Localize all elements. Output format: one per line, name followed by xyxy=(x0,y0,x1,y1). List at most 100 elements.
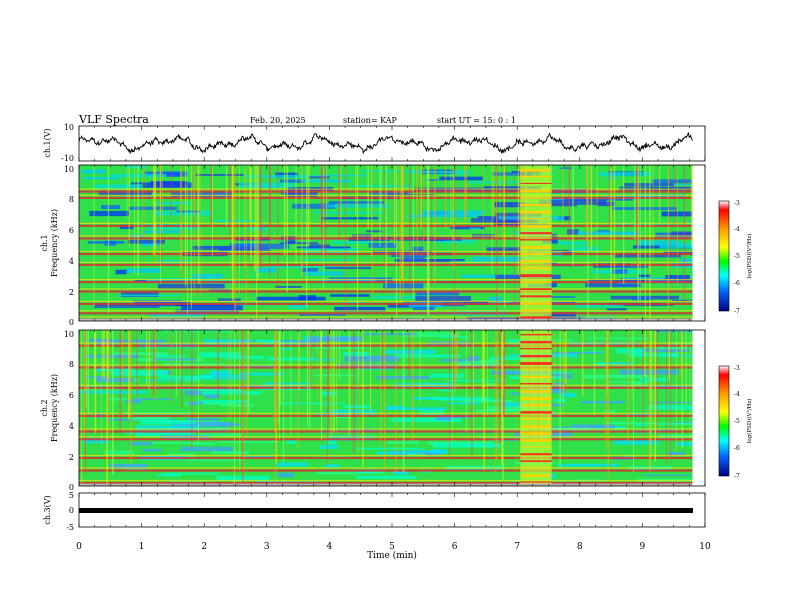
impulse-streak xyxy=(502,165,505,258)
noise-cell xyxy=(275,286,302,288)
noise-cell xyxy=(648,401,702,404)
impulse-streak xyxy=(295,165,297,263)
event-stripe xyxy=(520,211,552,214)
ch1-wave-frame xyxy=(78,125,706,162)
noise-cell xyxy=(280,348,293,350)
event-block xyxy=(520,165,552,321)
noise-cell xyxy=(202,391,262,395)
impulse-streak xyxy=(190,165,192,310)
event-stripe xyxy=(520,390,552,393)
band-line xyxy=(79,386,693,389)
impulse-streak xyxy=(257,165,259,280)
impulse-streak xyxy=(651,330,652,408)
impulse-streak xyxy=(370,330,371,413)
ch2-spec-ylabel-top: ch.2 xyxy=(40,399,49,416)
impulse-streak xyxy=(631,330,633,398)
noise-cell xyxy=(657,422,705,426)
noise-cell xyxy=(439,398,503,401)
colorbar-tick: -7 xyxy=(734,473,740,480)
band-line xyxy=(79,302,693,305)
noise-cell xyxy=(198,400,250,403)
impulse-streak xyxy=(472,330,474,395)
noise-cell xyxy=(316,470,373,475)
impulse-streak xyxy=(691,165,693,247)
band-line xyxy=(79,312,693,315)
impulse-streak xyxy=(493,165,495,218)
noise-cell xyxy=(634,424,648,427)
noise-cell xyxy=(433,443,501,448)
impulse-streak xyxy=(668,330,670,381)
noise-cell xyxy=(135,425,199,431)
noise-cell xyxy=(302,259,352,261)
band-line xyxy=(79,438,693,441)
noise-cell xyxy=(616,348,645,354)
impulse-streak xyxy=(465,165,467,220)
noise-cell xyxy=(209,370,232,376)
impulse-streak xyxy=(234,330,235,485)
event-stripe xyxy=(520,168,552,172)
impulse-streak xyxy=(453,165,455,270)
impulse-streak xyxy=(338,165,340,239)
impulse-streak xyxy=(102,330,104,378)
noise-cell xyxy=(303,248,360,254)
noise-cell xyxy=(197,374,247,380)
impulse-streak xyxy=(562,330,564,415)
noise-cell xyxy=(672,299,705,302)
noise-cell xyxy=(115,269,127,275)
impulse-streak xyxy=(652,330,654,427)
event-stripe xyxy=(520,333,552,336)
noise-cell xyxy=(461,274,525,278)
impulse-streak xyxy=(107,330,109,379)
x-tick-label: 1 xyxy=(139,542,145,552)
event-stripe xyxy=(520,302,552,305)
noise-cell xyxy=(128,206,178,210)
noise-cell xyxy=(141,241,160,247)
noise-cell xyxy=(225,356,265,360)
impulse-streak xyxy=(129,330,131,416)
noise-cell xyxy=(636,478,704,485)
event-stripe xyxy=(520,309,552,312)
impulse-streak xyxy=(283,165,286,255)
noise-cell xyxy=(325,266,371,270)
impulse-streak xyxy=(130,330,132,464)
impulse-streak xyxy=(181,330,183,408)
impulse-streak xyxy=(154,165,156,249)
event-stripe xyxy=(520,474,552,477)
noise-cell xyxy=(230,479,243,485)
noise-cell xyxy=(180,305,243,311)
impulse-streak xyxy=(482,165,484,258)
impulse-streak xyxy=(434,165,436,285)
noise-cell xyxy=(110,370,168,376)
impulse-streak xyxy=(670,330,672,461)
noise-cell xyxy=(264,382,311,385)
x-tick-label: 5 xyxy=(389,542,395,552)
impulse-streak xyxy=(582,330,584,397)
noise-cell xyxy=(142,379,199,382)
ch2-freq-tick: 2 xyxy=(69,453,74,462)
event-stripe xyxy=(520,369,552,371)
colorbar-tick: -4 xyxy=(734,391,740,398)
impulse-streak xyxy=(590,165,593,251)
impulse-streak xyxy=(153,165,155,256)
noise-cell xyxy=(180,446,234,452)
noise-cell xyxy=(358,355,400,359)
impulse-streak xyxy=(393,165,396,247)
impulse-streak xyxy=(247,330,250,413)
impulse-streak xyxy=(654,330,656,462)
noise-cell xyxy=(256,296,326,301)
event-stripe xyxy=(520,425,552,428)
impulse-streak xyxy=(501,330,503,466)
impulse-streak xyxy=(160,165,161,284)
noise-cell xyxy=(175,309,239,315)
noise-cell xyxy=(437,389,454,392)
impulse-streak xyxy=(673,165,675,226)
colorbar-tick: -4 xyxy=(734,226,740,233)
event-stripe xyxy=(520,404,552,407)
event-stripe xyxy=(520,397,552,400)
impulse-streak xyxy=(419,330,421,403)
noise-cell xyxy=(585,282,642,288)
ch2-freq-tick: 10 xyxy=(64,330,74,339)
impulse-streak xyxy=(402,330,405,473)
impulse-streak xyxy=(254,165,256,272)
impulse-streak xyxy=(644,330,646,378)
